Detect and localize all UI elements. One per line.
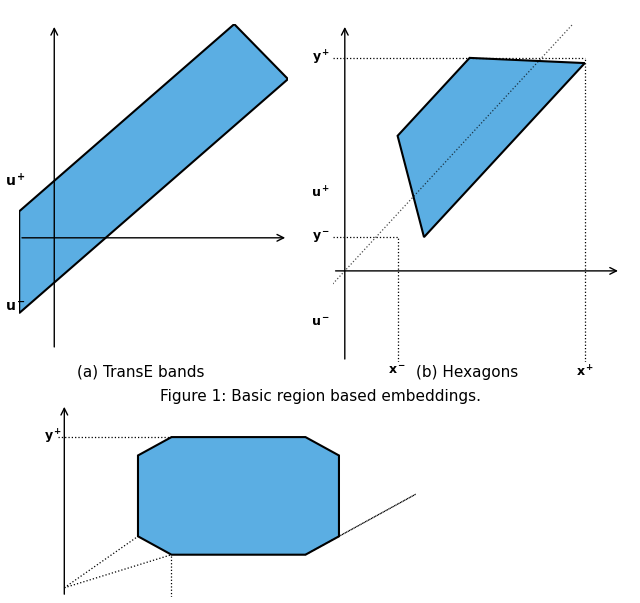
Text: $\mathbf{x^-}$: $\mathbf{x^-}$ (388, 364, 407, 377)
Text: $\mathbf{u^-}$: $\mathbf{u^-}$ (311, 317, 330, 329)
Text: $\mathbf{y^+}$: $\mathbf{y^+}$ (312, 49, 330, 67)
Polygon shape (19, 24, 288, 313)
Text: (a) TransE bands: (a) TransE bands (77, 365, 205, 380)
Polygon shape (138, 437, 339, 555)
Text: (b) Hexagons: (b) Hexagons (416, 365, 518, 380)
Text: $\mathbf{x^+}$: $\mathbf{x^+}$ (575, 364, 594, 380)
Text: Figure 1: Basic region based embeddings.: Figure 1: Basic region based embeddings. (159, 389, 481, 404)
Polygon shape (397, 58, 585, 237)
Text: $\mathbf{u^+}$: $\mathbf{u^+}$ (5, 172, 26, 189)
Text: $\mathbf{u^+}$: $\mathbf{u^+}$ (311, 185, 330, 201)
Text: $\mathbf{y^-}$: $\mathbf{y^-}$ (312, 229, 330, 245)
Text: $\mathbf{y^+}$: $\mathbf{y^+}$ (44, 428, 63, 446)
Text: $\mathbf{u^-}$: $\mathbf{u^-}$ (5, 300, 26, 314)
